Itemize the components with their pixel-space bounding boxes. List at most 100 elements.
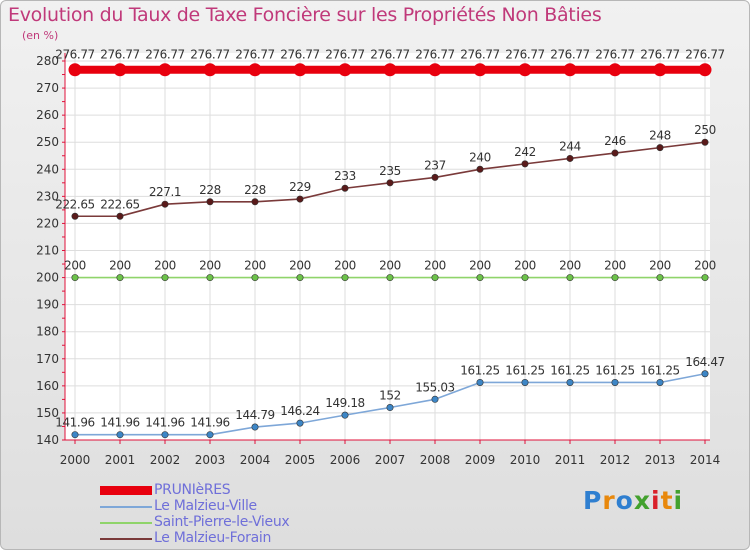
data-label-le-malzieu-forain: 222.65 (55, 197, 95, 211)
data-label-le-malzieu-ville: 155.03 (415, 380, 455, 394)
plot-background (65, 53, 710, 440)
y-tick-label: 170 (36, 352, 59, 366)
data-label-le-malzieu-forain: 240 (469, 150, 491, 164)
data-point-le-malzieu-ville (521, 378, 529, 386)
data-point-le-malzieu-forain (656, 144, 664, 152)
y-tick-label: 220 (36, 216, 59, 230)
data-point-prunieres (608, 63, 622, 77)
x-tick-label: 2008 (420, 453, 451, 467)
data-label-le-malzieu-ville: 161.25 (505, 363, 545, 377)
data-label-le-malzieu-forain: 228 (244, 183, 266, 197)
data-point-saint-pierre-le-vieux (656, 274, 664, 282)
data-label-le-malzieu-ville: 141.96 (100, 416, 140, 430)
data-point-le-malzieu-ville (71, 431, 79, 439)
data-point-le-malzieu-forain (341, 184, 349, 192)
data-point-le-malzieu-ville (386, 404, 394, 412)
data-label-le-malzieu-ville: 152 (379, 389, 401, 403)
data-label-le-malzieu-forain: 242 (514, 145, 536, 159)
x-tick-label: 2005 (285, 453, 316, 467)
data-label-prunieres: 276.77 (235, 48, 275, 62)
data-label-le-malzieu-ville: 161.25 (460, 363, 500, 377)
x-tick-label: 2011 (555, 453, 586, 467)
data-label-saint-pierre-le-vieux: 200 (649, 259, 671, 273)
data-label-le-malzieu-forain: 229 (289, 180, 311, 194)
data-point-le-malzieu-forain (476, 165, 484, 173)
y-tick-label: 240 (36, 162, 59, 176)
data-point-le-malzieu-forain (116, 212, 124, 220)
data-point-le-malzieu-forain (521, 160, 529, 168)
x-tick-label: 2001 (105, 453, 136, 467)
data-point-saint-pierre-le-vieux (611, 274, 619, 282)
logo-letter: i (673, 486, 684, 515)
data-point-le-malzieu-forain (206, 198, 214, 206)
x-tick-label: 2006 (330, 453, 361, 467)
legend-swatch-prunieres (100, 486, 152, 495)
data-label-saint-pierre-le-vieux: 200 (694, 259, 716, 273)
data-label-prunieres: 276.77 (595, 48, 635, 62)
data-point-le-malzieu-ville (116, 431, 124, 439)
y-tick-label: 150 (36, 406, 59, 420)
x-tick-label: 2007 (375, 453, 406, 467)
data-point-prunieres (113, 63, 127, 77)
data-point-prunieres (653, 63, 667, 77)
data-point-le-malzieu-forain (611, 149, 619, 157)
data-label-le-malzieu-ville: 161.25 (550, 363, 590, 377)
data-point-le-malzieu-forain (251, 198, 259, 206)
logo-letter: i (651, 486, 661, 515)
x-tick-label: 2010 (510, 453, 541, 467)
data-point-saint-pierre-le-vieux (341, 274, 349, 282)
data-label-saint-pierre-le-vieux: 200 (514, 259, 536, 273)
data-label-saint-pierre-le-vieux: 200 (469, 259, 491, 273)
data-point-le-malzieu-forain (701, 138, 709, 146)
y-tick-label: 200 (36, 271, 59, 285)
data-label-le-malzieu-forain: 228 (199, 183, 221, 197)
data-point-prunieres (203, 63, 217, 77)
data-point-saint-pierre-le-vieux (71, 274, 79, 282)
data-point-le-malzieu-ville (701, 370, 709, 378)
data-label-le-malzieu-ville: 149.18 (325, 396, 365, 410)
chart-data-labels: 276.77 276.77 276.77 276.77 276.77 276.77 276.… (55, 48, 725, 430)
x-tick-label: 2012 (600, 453, 631, 467)
data-point-le-malzieu-forain (296, 195, 304, 203)
data-label-prunieres: 276.77 (685, 48, 725, 62)
data-point-le-malzieu-ville (251, 423, 259, 431)
x-tick-label: 2002 (150, 453, 181, 467)
data-label-le-malzieu-forain: 233 (334, 169, 356, 183)
data-label-prunieres: 276.77 (370, 48, 410, 62)
chart-grid (65, 53, 710, 441)
x-tick-label: 2003 (195, 453, 226, 467)
data-point-prunieres (248, 63, 262, 77)
data-point-saint-pierre-le-vieux (476, 274, 484, 282)
y-tick-label: 230 (36, 189, 59, 203)
y-tick-label: 160 (36, 379, 59, 393)
data-point-prunieres (68, 63, 82, 77)
data-point-saint-pierre-le-vieux (251, 274, 259, 282)
data-point-prunieres (338, 63, 352, 77)
data-label-le-malzieu-ville: 141.96 (145, 416, 185, 430)
data-label-le-malzieu-ville: 141.96 (55, 416, 95, 430)
chart-series (68, 63, 712, 439)
data-label-le-malzieu-ville: 144.79 (235, 408, 275, 422)
proxiti-logo: Proxiti (583, 486, 683, 515)
data-point-le-malzieu-ville (611, 378, 619, 386)
data-label-saint-pierre-le-vieux: 200 (334, 259, 356, 273)
data-point-saint-pierre-le-vieux (566, 274, 574, 282)
data-label-le-malzieu-forain: 222.65 (100, 197, 140, 211)
data-label-le-malzieu-forain: 246 (604, 134, 626, 148)
y-tick-label: 210 (36, 244, 59, 258)
data-label-saint-pierre-le-vieux: 200 (604, 259, 626, 273)
x-tick-label: 2009 (465, 453, 496, 467)
data-point-saint-pierre-le-vieux (206, 274, 214, 282)
legend-label-le-malzieu-forain: Le Malzieu-Forain (154, 530, 272, 546)
data-label-saint-pierre-le-vieux: 200 (64, 259, 86, 273)
y-tick-label: 140 (36, 433, 59, 447)
data-label-le-malzieu-ville: 161.25 (595, 363, 635, 377)
data-label-prunieres: 276.77 (280, 48, 320, 62)
data-label-le-malzieu-ville: 161.25 (640, 363, 680, 377)
data-label-prunieres: 276.77 (415, 48, 455, 62)
y-tick-label: 250 (36, 135, 59, 149)
y-axis-unit: (en %) (22, 29, 59, 42)
data-point-le-malzieu-ville (566, 378, 574, 386)
data-point-prunieres (563, 63, 577, 77)
